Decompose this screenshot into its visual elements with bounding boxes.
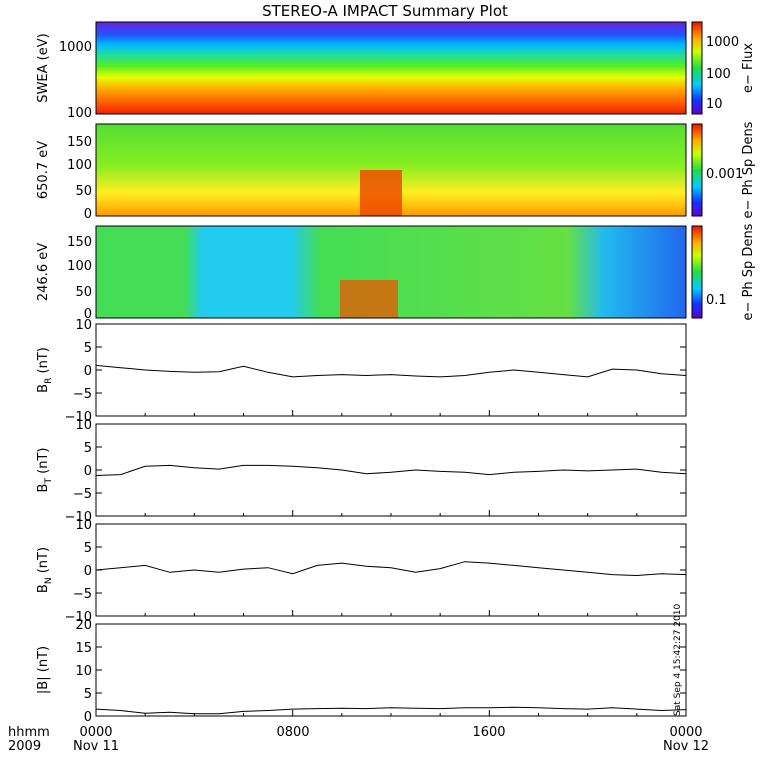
pad246-panel: 150 100 50 0 246.6 eV 0.1 e− Ph Sp Dens [36,223,756,322]
br-series-line [95,364,687,378]
swea-tick-1000: 1000 [59,40,92,55]
pad650-colorbar [691,123,703,217]
x-tick-label-3: 0000 [669,725,702,740]
swea-ylabel: SWEA (eV) [36,33,51,102]
br-y-tick-label: −5 [73,387,92,402]
timestamp-stamp: Sat Sep 4 15:42:27 2010 [673,604,683,716]
swea-cbar-tick-1000: 1000 [706,35,739,50]
bmag-panel: 20 15 10 5 0 |B| (nT) [36,618,687,725]
br-y-tick-label: 0 [84,364,92,379]
swea-tick-100: 100 [67,106,92,121]
bmag-ylabel: |B| (nT) [36,646,51,694]
bn-y-tick-label: −10 [65,610,92,625]
bmag-y-tick-label: 0 [84,710,92,725]
bmag-y-tick-label: 15 [75,641,92,656]
pad246-tick-0: 0 [84,307,92,322]
pad650-tick-150: 150 [67,135,92,150]
bn-y-tick-label: −5 [73,587,92,602]
bn-y-tick-label: 0 [84,564,92,579]
bmag-y-tick-label: 10 [75,664,92,679]
pad650-tick-100: 100 [67,158,92,173]
pad650-ylabel: 650.7 eV [36,141,51,199]
pad650-cbar-label: e− Ph Sp Dens [741,121,756,218]
pad246-cbar-label: e− Ph Sp Dens [741,223,756,320]
pad650-panel: 150 100 50 0 650.7 eV 0.001 e− Ph Sp Den… [36,121,756,222]
bmag-y-tick-label: 20 [75,618,92,633]
bn-ylabel: BN (nT) [36,547,54,593]
pad246-tick-50: 50 [75,285,92,300]
pad650-tick-50: 50 [75,184,92,199]
bmag-frame [95,623,687,717]
br-y-tick-label: 10 [75,318,92,333]
br-panel: 10 5 0 −5 −10 BR (nT) [36,318,687,425]
bt-y-tick-label: 0 [84,464,92,479]
swea-spectrogram [96,22,686,114]
br-y-tick-label: 5 [84,341,92,356]
x-axis: 0000 0800 1600 0000 Nov 11 Nov 12 hhmm 2… [8,725,709,754]
pad246-patch [340,280,398,318]
pad246-cbar-tick: 0.1 [706,293,727,308]
bt-series-line [95,464,687,476]
pad246-ylabel: 246.6 eV [36,243,51,301]
bt-y-tick-label: 5 [84,441,92,456]
swea-colorbar [691,21,703,115]
bt-panel: 10 5 0 −5 −10 BT (nT) [36,418,687,525]
x-tick-label-1: 0800 [276,725,309,740]
x-tick-label-2: 1600 [472,725,505,740]
bmag-series-line [95,706,687,715]
bt-y-tick-label: 10 [75,418,92,433]
bt-y-tick-label: −5 [73,487,92,502]
x-date-left: Nov 11 [73,739,119,754]
x-tick-label-0: 0000 [79,725,112,740]
br-y-tick-label: −10 [65,410,92,425]
pad650-tick-0: 0 [84,207,92,222]
plot-title: STEREO-A IMPACT Summary Plot [262,2,508,20]
pad246-tick-100: 100 [67,259,92,274]
bn-series-line [95,561,687,577]
swea-panel: 1000 100 SWEA (eV) 1000 100 10 e− Flux [36,21,756,121]
swea-cbar-tick-100: 100 [706,67,731,82]
pad246-colorbar [691,225,703,319]
br-frame [95,323,687,417]
swea-cbar-label: e− Flux [741,43,756,93]
bt-frame [95,423,687,517]
bn-y-tick-label: 5 [84,541,92,556]
bt-ylabel: BT (nT) [36,448,54,493]
br-ylabel: BR (nT) [36,347,54,393]
line-panels: 10 5 0 −5 −10 BR (nT) 10 5 0 −5 −10 BT (nT) 10 5 0 −5 −1… [36,318,687,725]
bn-y-tick-label: 10 [75,518,92,533]
bt-y-tick-label: −10 [65,510,92,525]
bmag-y-tick-label: 5 [84,687,92,702]
pad650-patch [360,170,402,216]
bn-frame [95,523,687,617]
pad246-tick-150: 150 [67,235,92,250]
x-date-right: Nov 12 [663,739,709,754]
bn-panel: 10 5 0 −5 −10 BN (nT) [36,518,687,625]
x-label-year: 2009 [8,739,41,754]
pad650-cbar-tick: 0.001 [706,167,743,182]
x-label-hhmm: hhmm [8,725,50,740]
swea-cbar-tick-10: 10 [706,97,723,112]
